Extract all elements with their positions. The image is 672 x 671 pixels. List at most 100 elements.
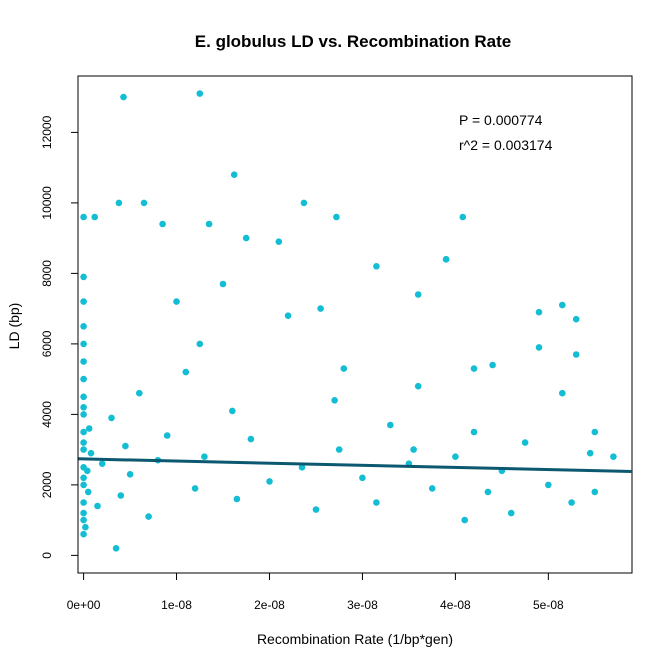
data-point bbox=[140, 199, 148, 207]
data-point bbox=[173, 298, 180, 305]
data-point bbox=[545, 481, 552, 489]
data-point bbox=[275, 238, 283, 245]
y-tick-label: 10000 bbox=[40, 186, 54, 220]
data-point bbox=[80, 446, 87, 453]
data-point bbox=[196, 90, 204, 97]
data-point bbox=[80, 499, 87, 506]
x-tick-label: 5e-08 bbox=[533, 598, 564, 612]
data-point bbox=[108, 414, 115, 422]
data-point bbox=[191, 485, 199, 492]
y-tick-label: 6000 bbox=[40, 330, 54, 357]
data-point bbox=[80, 340, 87, 348]
x-axis: 0e+00 1e-08 2e-08 3e-08 4e-08 5e-08 bbox=[67, 572, 564, 612]
data-point bbox=[201, 453, 208, 461]
x-tick-label: 4e-08 bbox=[440, 598, 471, 612]
regression-line-group bbox=[77, 457, 633, 473]
y-axis: 0 2000 4000 6000 8000 10000 12000 bbox=[40, 115, 79, 559]
data-point bbox=[470, 365, 478, 372]
y-tick-label: 4000 bbox=[40, 401, 54, 428]
data-point bbox=[182, 368, 190, 376]
regression-line bbox=[77, 457, 633, 473]
data-point bbox=[219, 280, 227, 288]
data-point bbox=[80, 404, 87, 411]
data-point bbox=[340, 365, 348, 372]
data-point bbox=[428, 485, 436, 492]
data-point bbox=[484, 488, 492, 496]
data-point bbox=[196, 340, 204, 348]
data-point bbox=[233, 495, 241, 503]
data-point bbox=[80, 375, 87, 383]
data-point bbox=[461, 516, 469, 524]
data-point bbox=[80, 273, 87, 281]
data-point bbox=[80, 358, 87, 365]
data-point bbox=[229, 407, 236, 415]
data-point bbox=[535, 344, 543, 351]
data-point bbox=[572, 351, 580, 358]
data-point bbox=[373, 499, 380, 506]
data-point bbox=[359, 474, 366, 482]
data-point bbox=[80, 428, 87, 436]
data-point bbox=[80, 439, 87, 446]
data-point bbox=[284, 312, 292, 320]
data-points bbox=[80, 90, 617, 552]
data-point bbox=[414, 382, 422, 390]
data-point bbox=[98, 460, 106, 468]
data-point bbox=[80, 481, 87, 489]
x-axis-label: Recombination Rate (1/bp*gen) bbox=[257, 631, 453, 647]
data-point bbox=[591, 428, 599, 436]
data-point bbox=[230, 171, 238, 178]
data-point bbox=[312, 506, 320, 513]
data-point bbox=[610, 453, 617, 461]
data-point bbox=[163, 432, 171, 439]
data-point bbox=[317, 305, 324, 312]
data-point bbox=[470, 428, 478, 436]
chart-title: E. globulus LD vs. Recombination Rate bbox=[195, 32, 511, 51]
data-point bbox=[205, 220, 213, 228]
data-point bbox=[410, 446, 417, 453]
data-point bbox=[126, 471, 134, 478]
data-point bbox=[87, 449, 95, 457]
p-value-annotation: P = 0.000774 bbox=[459, 112, 543, 128]
data-point bbox=[331, 397, 338, 404]
data-point bbox=[535, 308, 543, 316]
data-point bbox=[84, 467, 91, 475]
data-point bbox=[247, 435, 255, 443]
data-point bbox=[84, 488, 92, 496]
data-point bbox=[559, 389, 566, 397]
data-point bbox=[373, 263, 380, 270]
data-point bbox=[591, 488, 599, 496]
data-point bbox=[80, 323, 87, 330]
data-point bbox=[80, 530, 87, 538]
data-point bbox=[507, 509, 515, 517]
data-point bbox=[82, 523, 89, 531]
data-point bbox=[115, 199, 123, 207]
data-point bbox=[489, 361, 496, 369]
data-point bbox=[442, 255, 450, 263]
data-point bbox=[136, 389, 143, 397]
data-point bbox=[91, 213, 98, 221]
y-tick-label: 2000 bbox=[40, 471, 54, 498]
data-point bbox=[335, 446, 343, 453]
data-point bbox=[117, 492, 125, 499]
data-point bbox=[586, 449, 594, 457]
data-point bbox=[521, 439, 529, 446]
y-axis-label: LD (bp) bbox=[6, 303, 22, 350]
data-point bbox=[85, 425, 93, 432]
y-tick-label: 0 bbox=[40, 552, 54, 559]
x-tick-label: 1e-08 bbox=[161, 598, 192, 612]
data-point bbox=[80, 411, 87, 418]
data-point bbox=[572, 315, 580, 323]
data-point bbox=[452, 453, 459, 461]
r-squared-annotation: r^2 = 0.003174 bbox=[459, 137, 553, 153]
data-point bbox=[559, 301, 566, 309]
data-point bbox=[80, 516, 87, 524]
data-point bbox=[333, 213, 340, 221]
data-point bbox=[159, 220, 166, 228]
y-tick-label: 12000 bbox=[40, 115, 54, 149]
data-point bbox=[80, 474, 87, 482]
data-point bbox=[568, 499, 575, 506]
data-point bbox=[145, 513, 152, 520]
data-point bbox=[122, 442, 129, 450]
data-point bbox=[242, 234, 250, 242]
